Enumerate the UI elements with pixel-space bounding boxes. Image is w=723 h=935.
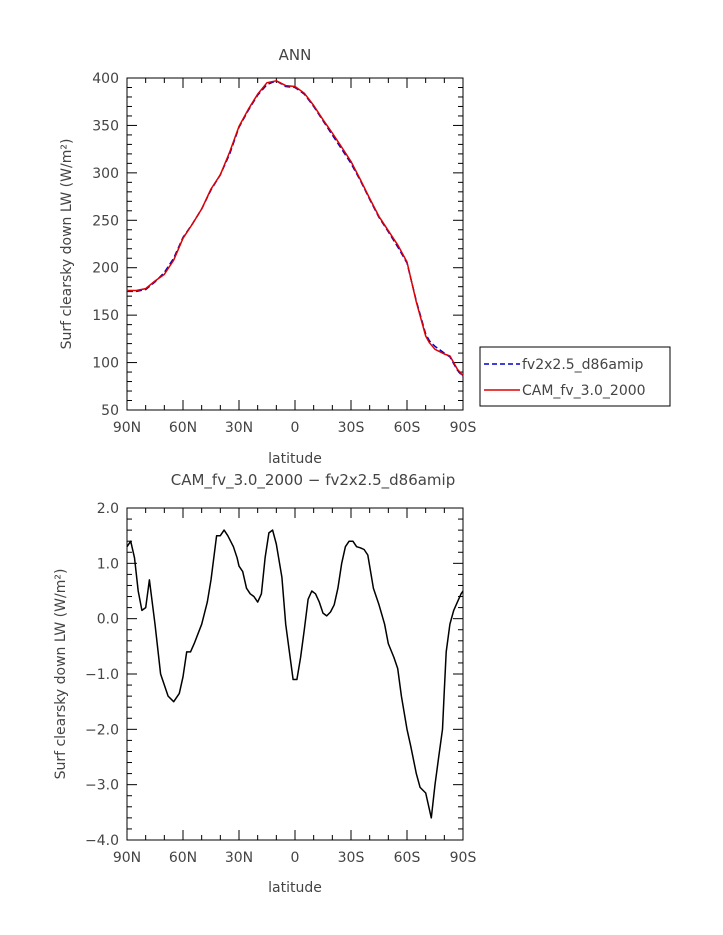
chart-bottom-xtick-label: 0 xyxy=(291,850,300,866)
chart-bottom-title: CAM_fv_3.0_2000 − fv2x2.5_d86amip xyxy=(171,471,456,490)
chart-top-xtick-label: 60S xyxy=(394,420,421,436)
chart-top-xtick-label: 60N xyxy=(169,420,197,436)
chart-top-series-line-0 xyxy=(127,80,464,378)
chart-top: ANN 90N 60N 30N 0 30S 60S 90S 50 100 150 200 250 300… xyxy=(59,46,671,467)
chart-bottom: CAM_fv_3.0_2000 − fv2x2.5_d86amip 90N 60N… xyxy=(53,471,476,896)
chart-top-xlabel: latitude xyxy=(268,451,322,467)
chart-bottom-xtick-label: 90S xyxy=(450,850,477,866)
chart-top-ytick-label: 100 xyxy=(92,356,119,372)
chart-top-ytick-label: 250 xyxy=(92,213,119,229)
chart-bottom-ytick-label: 2.0 xyxy=(97,501,119,517)
chart-top-frame xyxy=(126,77,464,411)
chart-top-ticks: 90N 60N 30N 0 30S 60S 90S 50 100 150 200 250 300 350 4… xyxy=(92,71,476,436)
chart-top-title: ANN xyxy=(279,46,312,64)
chart-bottom-xlabel: latitude xyxy=(268,880,322,896)
chart-bottom-xtick-label: 30S xyxy=(338,850,365,866)
legend-label-fv2x2.5_d86amip: fv2x2.5_d86amip xyxy=(522,357,643,373)
chart-top-ytick-label: 200 xyxy=(92,261,119,277)
chart-bottom-ytick-label: −4.0 xyxy=(85,833,119,849)
legend-box xyxy=(479,346,671,407)
chart-top-ytick-label: 400 xyxy=(92,71,119,87)
chart-top-ytick-label: 50 xyxy=(101,403,119,419)
chart-bottom-ticks: 90N 60N 30N 0 30S 60S 90S −4.0 −3.0 −2.0 −1.0 0.0 1.… xyxy=(85,501,476,866)
chart-bottom-xtick-label: 90N xyxy=(113,850,141,866)
chart-top-ytick-label: 300 xyxy=(92,166,119,182)
chart-bottom-ylabel: Surf clearsky down LW (W/m²) xyxy=(53,569,69,780)
chart-top-series xyxy=(127,80,464,378)
chart-top-ylabel: Surf clearsky down LW (W/m²) xyxy=(59,139,75,350)
chart-bottom-ytick-label: 0.0 xyxy=(97,612,119,628)
chart-bottom-ytick-label: 1.0 xyxy=(97,556,119,572)
chart-bottom-xtick-label: 60N xyxy=(169,850,197,866)
chart-top-ytick-label: 150 xyxy=(92,308,119,324)
chart-bottom-series xyxy=(126,529,464,819)
chart-bottom-frame xyxy=(126,507,464,841)
chart-bottom-xtick-label: 60S xyxy=(394,850,421,866)
chart-top-xtick-label: 90N xyxy=(113,420,141,436)
chart-top-ytick-label: 350 xyxy=(92,118,119,134)
chart-top-xtick-label: 90S xyxy=(450,420,477,436)
chart-bottom-ytick-label: −3.0 xyxy=(85,778,119,794)
chart-bottom-xtick-label: 30N xyxy=(225,850,253,866)
chart-top-xtick-label: 30N xyxy=(225,420,253,436)
chart-top-xtick-label: 30S xyxy=(338,420,365,436)
legend: fv2x2.5_d86amip CAM_fv_3.0_2000 xyxy=(479,346,671,407)
chart-top-series-line-1 xyxy=(127,80,464,377)
chart-bottom-series-line-0 xyxy=(126,529,464,819)
chart-bottom-ytick-label: −2.0 xyxy=(85,722,119,738)
chart-bottom-ytick-label: −1.0 xyxy=(85,667,119,683)
chart-top-xtick-label: 0 xyxy=(291,420,300,436)
legend-label-CAM_fv_3.0_2000: CAM_fv_3.0_2000 xyxy=(522,383,646,399)
